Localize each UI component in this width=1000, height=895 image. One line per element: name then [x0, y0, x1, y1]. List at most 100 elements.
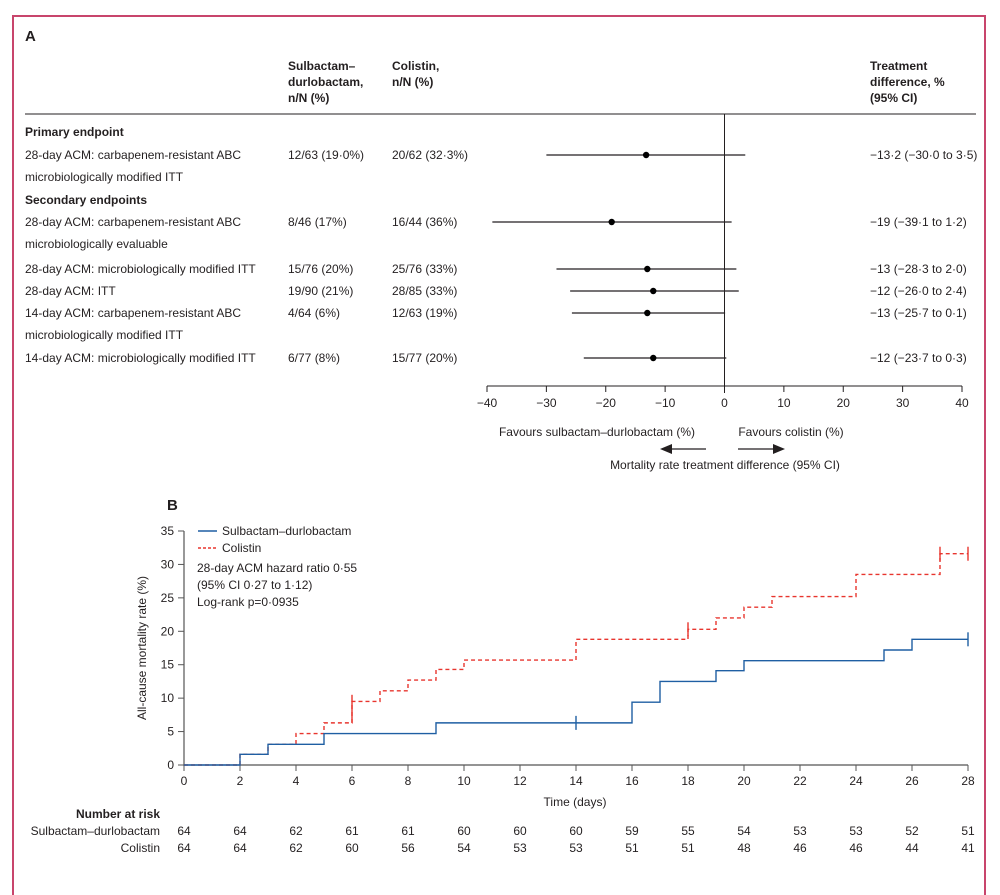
header-diff-line2: difference, %: [870, 75, 945, 89]
risk-value: 62: [289, 841, 303, 855]
point-estimate: [650, 354, 657, 362]
risk-value: 64: [233, 841, 247, 855]
km-x-tick-label: 26: [905, 774, 919, 788]
row-label: microbiologically modified ITT: [25, 328, 184, 342]
legend-label-sd: Sulbactam–durlobactam: [222, 524, 351, 538]
annotation-ci: (95% CI 0·27 to 1·12): [197, 578, 312, 592]
row-difference-value: −13 (−28·3 to 2·0): [870, 262, 967, 276]
km-x-tick-label: 10: [457, 774, 471, 788]
row-label: microbiologically modified ITT: [25, 170, 184, 184]
risk-row-label: Sulbactam–durlobactam: [31, 824, 160, 838]
forest-x-tick-label: −40: [477, 396, 498, 410]
km-ylabel: All-cause mortality rate (%): [135, 576, 149, 720]
section-secondary: Secondary endpoints: [25, 193, 147, 207]
risk-value: 52: [905, 824, 919, 838]
risk-value: 55: [681, 824, 695, 838]
risk-value: 60: [457, 824, 471, 838]
risk-value: 46: [793, 841, 807, 855]
km-legend: Sulbactam–durlobactam Colistin: [198, 524, 351, 555]
km-y-tick-label: 30: [161, 557, 175, 571]
risk-value: 54: [457, 841, 471, 855]
left-arrow: [660, 444, 706, 454]
risk-value: 53: [849, 824, 863, 838]
km-x-tick-label: 2: [237, 774, 244, 788]
row-sd-value: 19/90 (21%): [288, 284, 353, 298]
point-estimate: [642, 151, 650, 159]
forest-x-tick-label: −10: [655, 396, 676, 410]
risk-value: 64: [177, 824, 191, 838]
figure-frame: [12, 15, 986, 895]
km-y-tick-label: 0: [167, 758, 174, 772]
header-diff-line3: (95% CI): [870, 91, 917, 105]
header-colistin-line1: Colistin,: [392, 59, 439, 73]
km-x-tick-label: 28: [961, 774, 975, 788]
point-estimate: [644, 309, 651, 317]
risk-row: Colistin 64 64 62 60 56 54 53 53 51 51 48 46 46 44 41: [121, 841, 975, 855]
row-difference-value: −12 (−23·7 to 0·3): [870, 351, 967, 365]
panel-b-label: B: [167, 497, 178, 514]
km-y-tick-label: 20: [161, 624, 175, 638]
header-sd-line1: Sulbactam–: [288, 59, 356, 73]
forest-row: 14-day ACM: carbapenem-resistant ABC micr…: [25, 306, 967, 342]
risk-value: 61: [401, 824, 415, 838]
header-sd-line3: n/N (%): [288, 91, 329, 105]
km-y-tick-label: 10: [161, 691, 175, 705]
forest-x-tick-label: 40: [955, 396, 969, 410]
row-label: 28-day ACM: carbapenem-resistant ABC: [25, 148, 241, 162]
point-estimate: [644, 265, 651, 273]
forest-header: Sulbactam– durlobactam, n/N (%) Colistin…: [288, 59, 945, 105]
forest-x-tick-label: 10: [777, 396, 791, 410]
row-colistin-value: 25/76 (33%): [392, 262, 457, 276]
km-y-tick-label: 25: [161, 591, 175, 605]
row-sd-value: 15/76 (20%): [288, 262, 353, 276]
forest-x-tick-label: −20: [596, 396, 617, 410]
km-x-tick-label: 18: [681, 774, 695, 788]
forest-row: 28-day ACM: ITT 19/90 (21%) 28/85 (33%) −12…: [25, 284, 967, 298]
risk-value: 51: [625, 841, 639, 855]
km-y-tick-label: 35: [161, 524, 175, 538]
risk-value: 51: [961, 824, 975, 838]
row-label: 28-day ACM: microbiologically modified I…: [25, 262, 256, 276]
annotation-hr: 28-day ACM hazard ratio 0·55: [197, 561, 357, 575]
risk-value: 60: [345, 841, 359, 855]
km-y-tick-label: 15: [161, 658, 175, 672]
km-x-tick-label: 8: [405, 774, 412, 788]
header-colistin-line2: n/N (%): [392, 75, 433, 89]
km-x-tick-label: 22: [793, 774, 807, 788]
risk-value: 60: [513, 824, 527, 838]
risk-row: Sulbactam–durlobactam 64 64 62 61 61 60 60 60 59 5…: [31, 824, 975, 838]
km-x-tick-label: 16: [625, 774, 639, 788]
km-y-tick-label: 5: [167, 725, 174, 739]
row-difference-value: −12 (−26·0 to 2·4): [870, 284, 967, 298]
risk-value: 61: [345, 824, 359, 838]
point-estimate: [608, 218, 615, 226]
risk-value: 62: [289, 824, 303, 838]
row-difference-value: −13 (−25·7 to 0·1): [870, 306, 967, 320]
risk-table-title: Number at risk: [76, 807, 160, 821]
forest-row: 28-day ACM: carbapenem-resistant ABC micr…: [25, 215, 967, 251]
risk-value: 41: [961, 841, 975, 855]
risk-value: 53: [569, 841, 583, 855]
row-sd-value: 4/64 (6%): [288, 306, 340, 320]
km-x-tick-label: 14: [569, 774, 583, 788]
row-label: 28-day ACM: carbapenem-resistant ABC: [25, 215, 241, 229]
forest-row: 28-day ACM: microbiologically modified I…: [25, 262, 967, 276]
panel-a-label: A: [25, 28, 36, 45]
forest-xlabel: Mortality rate treatment difference (95%…: [610, 458, 840, 472]
row-colistin-value: 28/85 (33%): [392, 284, 457, 298]
section-primary: Primary endpoint: [25, 125, 124, 139]
km-xlabel: Time (days): [544, 795, 607, 809]
row-colistin-value: 16/44 (36%): [392, 215, 457, 229]
right-arrow: [738, 444, 785, 454]
risk-value: 44: [905, 841, 919, 855]
forest-x-tick-label: 30: [896, 396, 910, 410]
favours-right-label: Favours colistin (%): [738, 425, 843, 439]
risk-value: 60: [569, 824, 583, 838]
km-x-tick-label: 12: [513, 774, 527, 788]
row-sd-value: 12/63 (19·0%): [288, 148, 364, 162]
risk-table: Sulbactam–durlobactam 64 64 62 61 61 60 60 60 59 5…: [31, 824, 975, 855]
row-difference-value: −19 (−39·1 to 1·2): [870, 215, 967, 229]
risk-value: 64: [177, 841, 191, 855]
